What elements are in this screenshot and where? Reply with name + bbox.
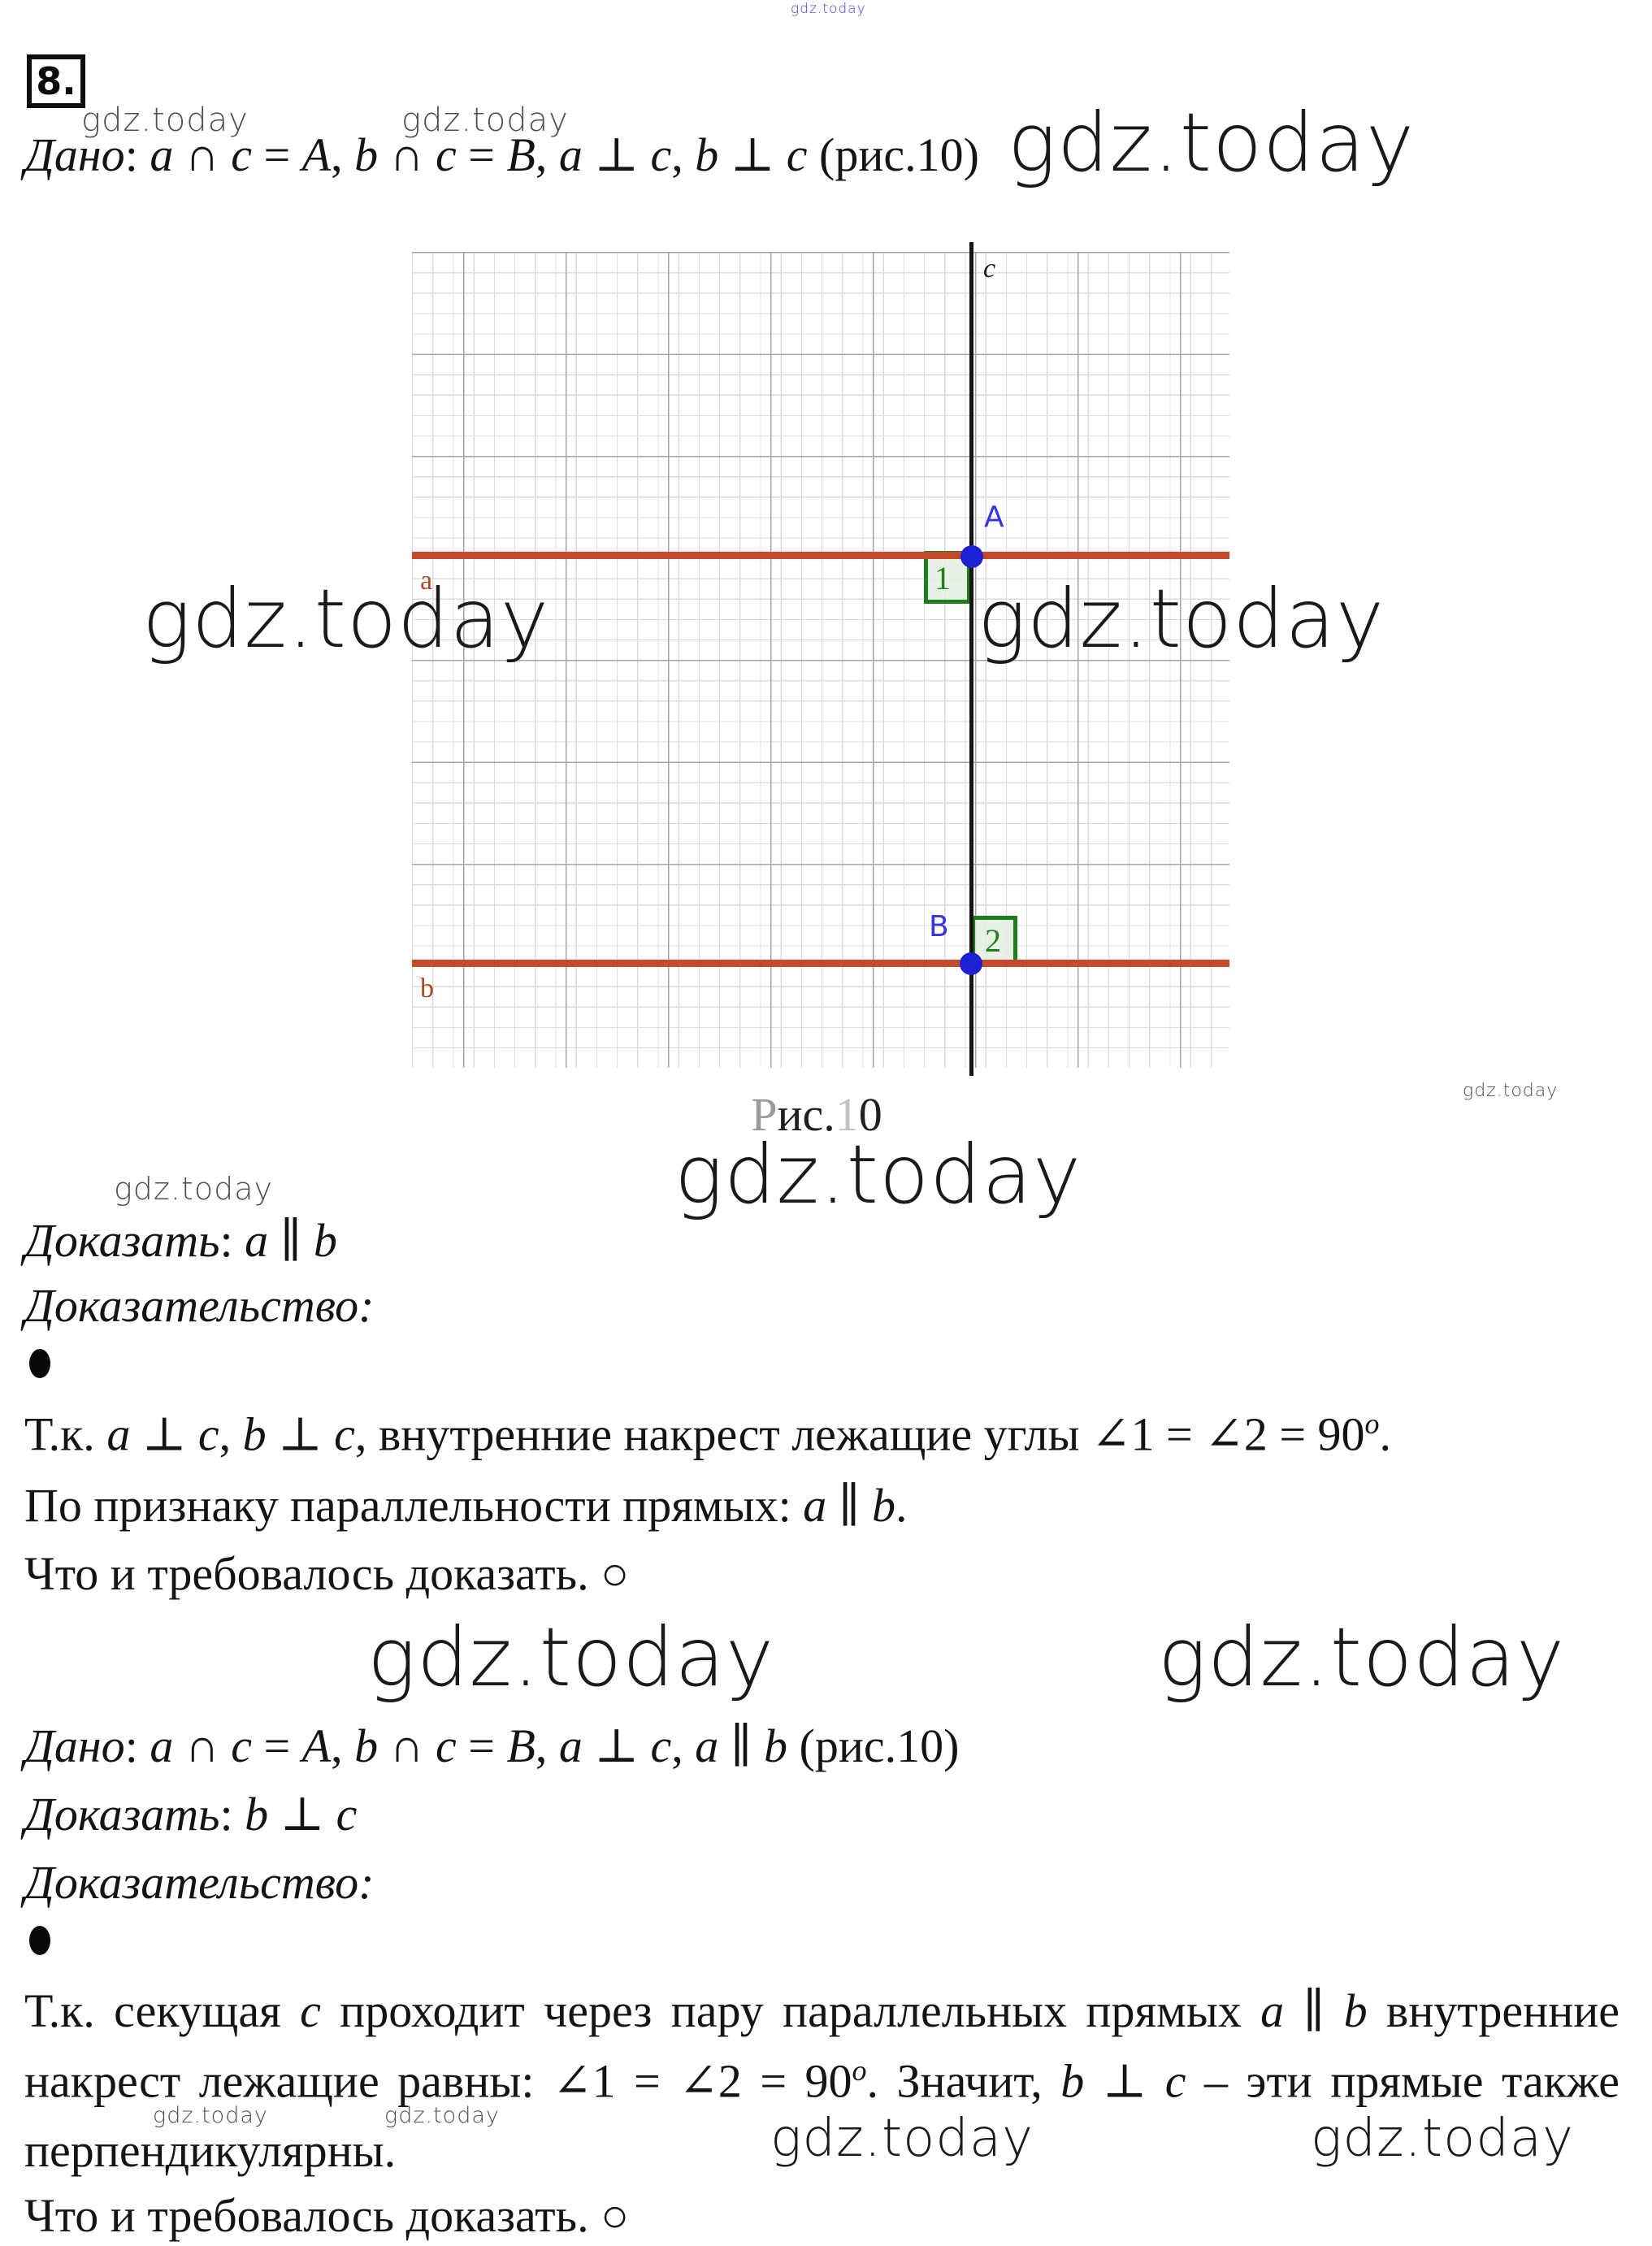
problem-number: 8. [27, 54, 85, 108]
prove-line-2: Доказать: b ⊥ c [24, 1788, 358, 1841]
watermark-gdz-today: gdz.today [81, 102, 249, 139]
bullet-marker [29, 1349, 50, 1378]
label-point-B: B [929, 910, 949, 943]
label-line-c: c [983, 254, 996, 284]
angle-2-label: 2 [985, 922, 1001, 959]
bullet-marker [29, 1926, 50, 1955]
proof2-line-1: Т.к. секущая c проходит через пару парал… [24, 1984, 1620, 2037]
watermark-gdz-today: gdz.today [791, 1, 866, 17]
watermark-gdz-today: gdz.today [142, 571, 550, 666]
watermark-gdz-today: gdz.today [1158, 1610, 1566, 1705]
label-point-A: A [984, 501, 1004, 534]
proof-heading-2: Доказательство: [24, 1856, 375, 1909]
watermark-gdz-today: gdz.today [153, 2103, 268, 2128]
given-line-1: Дано: a ∩ c = A, b ∩ c = B, a ⊥ c, b ⊥ c… [24, 128, 979, 181]
prove-line-1: Доказать: a ∥ b [24, 1214, 337, 1267]
watermark-gdz-today: gdz.today [367, 1610, 775, 1705]
given-line-2: Дано: a ∩ c = A, b ∩ c = B, a ⊥ c, a ∥ b… [24, 1719, 960, 1772]
watermark-gdz-today: gdz.today [384, 2103, 500, 2128]
point-A [960, 545, 983, 568]
figure-caption: Рис.10 [751, 1088, 882, 1141]
watermark-gdz-today: gdz.today [114, 1171, 273, 1207]
line-c [969, 242, 973, 1076]
watermark-gdz-today: gdz.today [1008, 95, 1416, 190]
figure-grid [412, 252, 1229, 1068]
angle-1-label: 1 [934, 560, 951, 596]
label-line-a: a [420, 566, 433, 596]
proof1-line-2: По признаку параллельности прямых: a ∥ b… [24, 1479, 908, 1532]
line-b [412, 960, 1229, 967]
proof1-line-1: Т.к. a ⊥ c, b ⊥ c, внутренние накрест ле… [24, 1407, 1392, 1461]
right-angle-square-1 [924, 551, 971, 604]
proof-heading-1: Доказательство: [24, 1279, 375, 1332]
proof2-line-4: Что и требовалось доказать. ○ [24, 2189, 630, 2242]
proof2-line-3: перпендикулярны. [24, 2124, 397, 2177]
proof1-line-3: Что и требовалось доказать. ○ [24, 1547, 630, 1600]
watermark-gdz-today: gdz.today [1463, 1081, 1559, 1101]
label-line-b: b [420, 973, 434, 1004]
watermark-gdz-today: gdz.today [1311, 2109, 1574, 2169]
watermark-gdz-today: gdz.today [978, 571, 1385, 666]
line-a [412, 552, 1229, 559]
proof2-line-2: накрест лежащие равны: ∠1 = ∠2 = 90o. Зн… [24, 2054, 1619, 2108]
point-B [960, 952, 982, 975]
watermark-gdz-today: gdz.today [401, 102, 569, 139]
watermark-gdz-today: gdz.today [674, 1127, 1082, 1222]
watermark-gdz-today: gdz.today [770, 2109, 1034, 2169]
